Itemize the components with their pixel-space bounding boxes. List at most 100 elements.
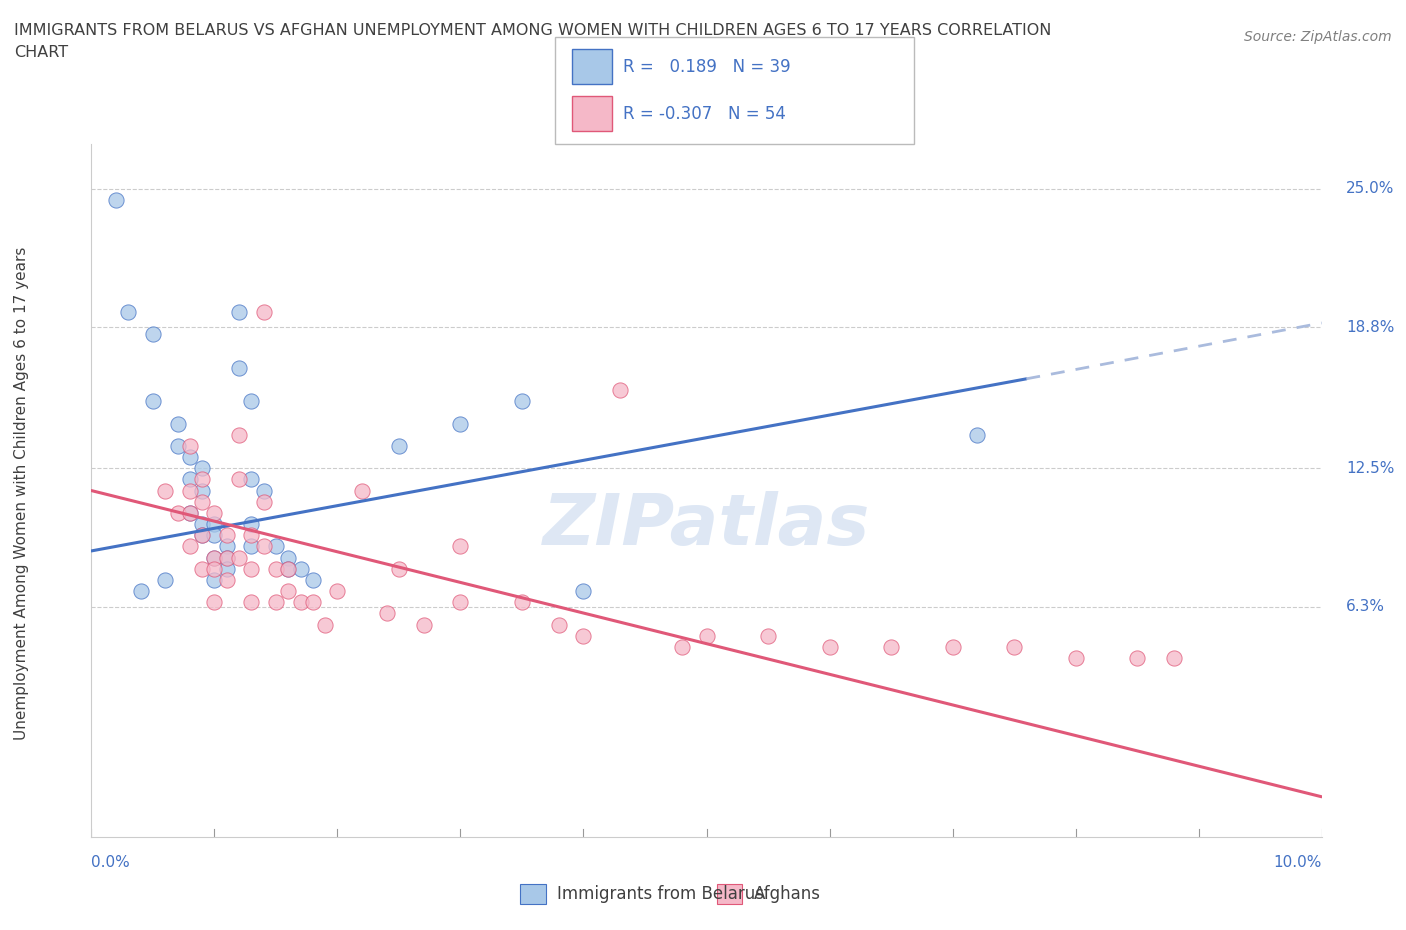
Point (942, 640, 965, 655)
Point (202, 573, 225, 588)
Point (375, 606, 398, 621)
Point (191, 517, 214, 532)
Point (609, 382, 631, 397)
Point (572, 584, 595, 599)
Point (202, 595, 225, 610)
Point (277, 584, 299, 599)
Point (179, 484, 201, 498)
Point (547, 618, 569, 632)
Point (202, 562, 225, 577)
Text: ZIPatlas: ZIPatlas (543, 491, 870, 560)
Point (191, 460, 214, 475)
Point (202, 551, 225, 565)
Point (228, 360, 250, 375)
Text: IMMIGRANTS FROM BELARUS VS AFGHAN UNEMPLOYMENT AMONG WOMEN WITH CHILDREN AGES 6 : IMMIGRANTS FROM BELARUS VS AFGHAN UNEMPL… (14, 23, 1052, 38)
Point (671, 640, 693, 655)
Text: 18.8%: 18.8% (1347, 320, 1395, 335)
Point (388, 438, 411, 453)
Point (202, 551, 225, 565)
Point (253, 495, 276, 510)
Point (228, 304, 250, 319)
Point (240, 528, 263, 543)
Point (179, 449, 201, 464)
Point (179, 506, 201, 521)
Point (756, 629, 779, 644)
Point (1163, 651, 1185, 666)
Point (215, 562, 238, 577)
Point (350, 484, 373, 498)
Point (572, 629, 595, 644)
Text: 10.0%: 10.0% (1274, 855, 1322, 870)
Point (301, 573, 323, 588)
Point (202, 517, 225, 532)
Point (228, 472, 250, 486)
Point (179, 539, 201, 554)
Point (301, 595, 323, 610)
Point (191, 528, 214, 543)
Point (240, 472, 263, 486)
Text: 25.0%: 25.0% (1347, 181, 1395, 196)
Point (818, 640, 841, 655)
Point (449, 539, 471, 554)
Point (314, 618, 336, 632)
Point (179, 438, 201, 453)
Point (142, 393, 165, 408)
Point (142, 326, 165, 341)
Text: 0.0%: 0.0% (91, 855, 131, 870)
Point (191, 495, 214, 510)
Point (166, 416, 188, 431)
Point (215, 539, 238, 554)
Point (966, 427, 988, 442)
Point (215, 573, 238, 588)
Point (191, 528, 214, 543)
Point (1064, 651, 1087, 666)
Point (510, 595, 533, 610)
Text: Unemployment Among Women with Children Ages 6 to 17 years: Unemployment Among Women with Children A… (14, 246, 28, 739)
Point (179, 472, 201, 486)
Text: CHART: CHART (14, 45, 67, 60)
Point (240, 539, 263, 554)
Point (153, 573, 177, 588)
Point (264, 562, 287, 577)
Point (277, 562, 299, 577)
Point (240, 517, 263, 532)
Point (166, 506, 188, 521)
Point (228, 551, 250, 565)
Point (326, 584, 349, 599)
Point (105, 193, 127, 207)
Point (412, 618, 434, 632)
Text: 12.5%: 12.5% (1347, 460, 1395, 476)
Text: Immigrants from Belarus: Immigrants from Belarus (557, 884, 763, 903)
Point (215, 528, 238, 543)
Point (253, 304, 276, 319)
Point (240, 562, 263, 577)
Point (264, 595, 287, 610)
Text: R = -0.307   N = 54: R = -0.307 N = 54 (623, 105, 786, 123)
Point (129, 584, 152, 599)
Point (277, 551, 299, 565)
Point (240, 393, 263, 408)
Point (290, 562, 312, 577)
Point (880, 640, 903, 655)
Point (1126, 651, 1149, 666)
Point (117, 304, 139, 319)
Text: R =   0.189   N = 39: R = 0.189 N = 39 (623, 59, 790, 76)
Point (202, 506, 225, 521)
Point (166, 438, 188, 453)
Text: Afghans: Afghans (754, 884, 821, 903)
Point (696, 629, 718, 644)
Point (179, 506, 201, 521)
Point (191, 484, 214, 498)
Point (388, 562, 411, 577)
Text: Source: ZipAtlas.com: Source: ZipAtlas.com (1244, 30, 1392, 44)
Point (290, 595, 312, 610)
Point (1002, 640, 1025, 655)
Point (202, 528, 225, 543)
Point (449, 416, 471, 431)
Point (191, 562, 214, 577)
Point (191, 472, 214, 486)
Point (277, 562, 299, 577)
Point (253, 539, 276, 554)
Point (264, 539, 287, 554)
Point (253, 484, 276, 498)
